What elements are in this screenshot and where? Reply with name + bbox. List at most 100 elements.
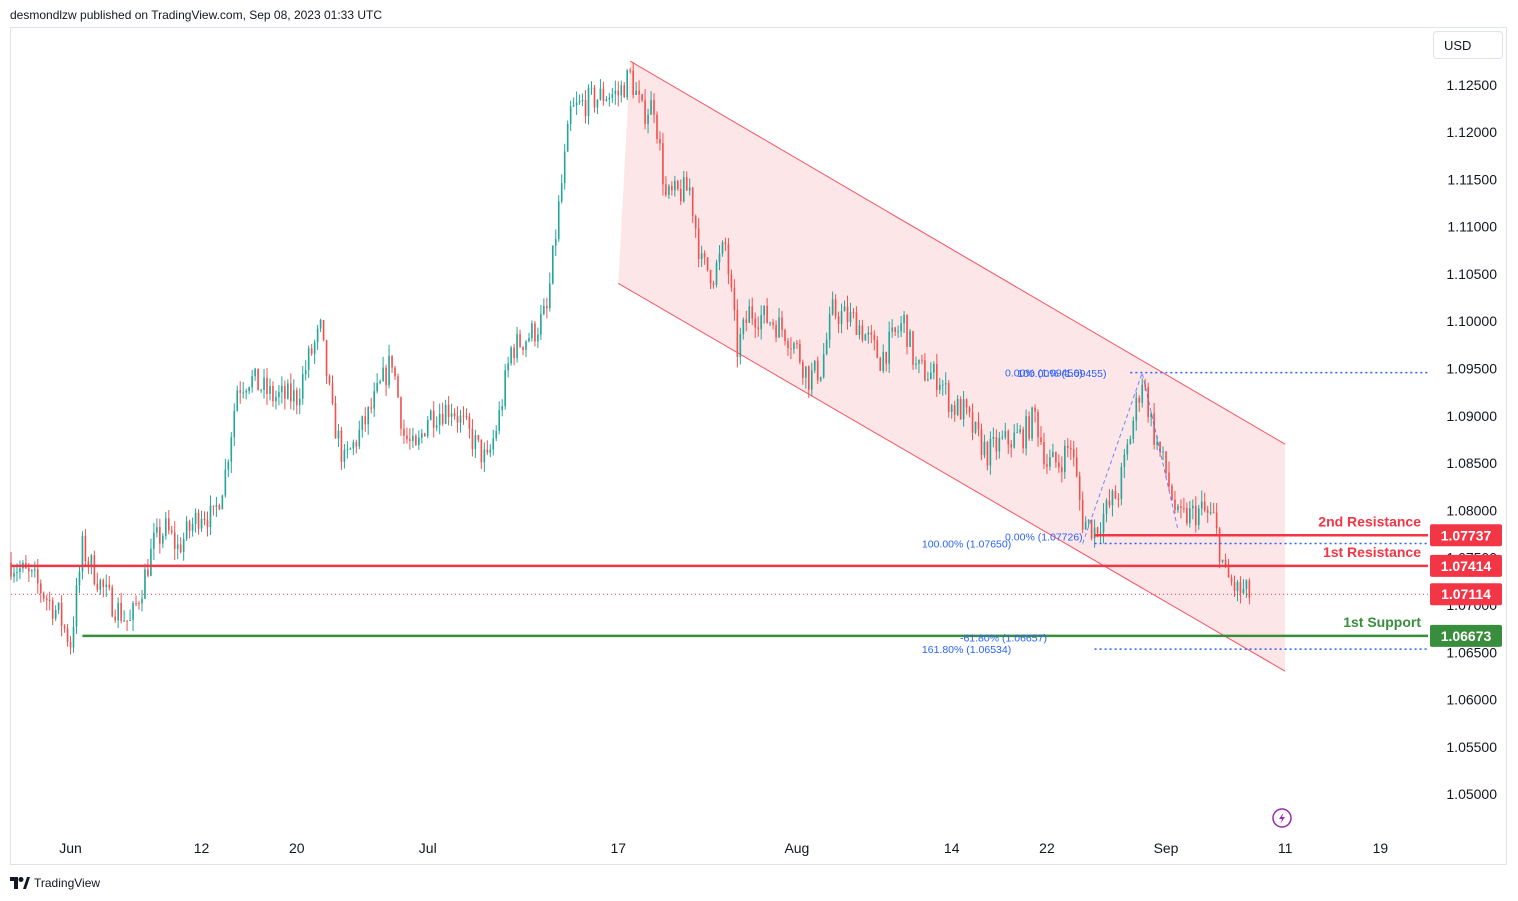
level-price-tag-bg <box>1430 524 1502 547</box>
candle-body <box>132 603 134 621</box>
candle-body <box>459 415 462 423</box>
candle-body <box>947 383 950 412</box>
candle-body <box>837 316 840 325</box>
candle-body <box>653 100 655 115</box>
candle-body <box>1138 397 1141 403</box>
candle-body <box>918 359 920 364</box>
candle-body <box>385 367 387 386</box>
candle-body <box>373 391 375 409</box>
lightning-icon[interactable] <box>1272 808 1292 828</box>
candle-body <box>340 430 343 462</box>
candle-body <box>1081 499 1084 530</box>
candle-body <box>1186 508 1188 524</box>
candle-body <box>784 329 786 342</box>
fib-label: 0.00% (1.07726) <box>1005 531 1083 543</box>
candle-body <box>87 561 90 565</box>
candle-body <box>361 416 364 430</box>
candle-body <box>647 114 649 124</box>
candle-body <box>578 100 581 103</box>
x-tick-label: Jun <box>59 840 82 856</box>
candle-body <box>153 532 155 549</box>
candle-body <box>13 573 15 577</box>
candle-body <box>909 331 911 347</box>
candle-body <box>879 357 882 371</box>
x-tick-label: Sep <box>1154 840 1179 856</box>
candle-body <box>956 399 959 415</box>
x-tick-label: 12 <box>194 840 210 856</box>
candle-body <box>873 334 876 341</box>
candle-body <box>391 355 393 368</box>
candle-body <box>861 325 864 341</box>
candle-body <box>1215 512 1218 529</box>
candle-body <box>1248 580 1251 598</box>
candle-body <box>888 331 891 364</box>
candle-body <box>96 583 99 590</box>
candle-body <box>989 438 992 466</box>
candle-body <box>394 367 396 377</box>
candle-body <box>81 535 84 572</box>
candle-body <box>31 570 33 572</box>
currency-button[interactable]: USD <box>1433 31 1503 59</box>
candle-body <box>1052 452 1054 458</box>
candle-body <box>1141 384 1144 403</box>
candle-body <box>1001 437 1004 439</box>
candle-body <box>60 602 63 626</box>
candle-body <box>650 100 652 115</box>
candle-body <box>78 571 81 586</box>
level-label: 2nd Resistance <box>1318 513 1421 529</box>
candle-body <box>278 392 280 398</box>
candle-body <box>724 242 727 245</box>
candle-body <box>632 70 634 95</box>
y-tick-label: 1.05500 <box>1446 739 1497 755</box>
candle-body <box>245 391 247 393</box>
candle-body <box>281 385 283 393</box>
x-tick-label: 17 <box>610 840 626 856</box>
channel-fill <box>618 61 1286 672</box>
candle-body <box>843 306 846 312</box>
x-tick-label: Aug <box>784 840 809 856</box>
candle-body <box>45 598 48 600</box>
candle-body <box>1084 521 1087 530</box>
candle-body <box>16 571 18 574</box>
candle-body <box>1075 457 1078 477</box>
candle-body <box>57 602 60 611</box>
candle-body <box>739 334 742 358</box>
candle-body <box>596 99 599 108</box>
candle-body <box>1192 505 1194 509</box>
candle-body <box>656 114 658 140</box>
candle-body <box>971 412 974 433</box>
candle-body <box>617 90 620 96</box>
candle-body <box>849 312 852 323</box>
candle-body <box>331 383 334 404</box>
candle-body <box>897 331 899 333</box>
candle-body <box>84 535 87 562</box>
candle-body <box>233 410 236 438</box>
publisher-line: desmondlzw published on TradingView.com,… <box>10 8 383 22</box>
candle-body <box>638 90 640 95</box>
candle-body <box>1200 501 1203 509</box>
candle-body <box>1194 505 1197 526</box>
candle-body <box>474 435 477 450</box>
candle-body <box>810 370 813 390</box>
candle-body <box>703 253 706 258</box>
level-price-tag: 1.06673 <box>1441 628 1492 644</box>
candle-body <box>635 90 637 95</box>
candle-body <box>1165 451 1167 473</box>
y-tick-label: 1.09000 <box>1446 408 1497 424</box>
candle-body <box>63 625 66 629</box>
candle-body <box>379 381 381 383</box>
y-tick-label: 1.12500 <box>1446 77 1497 93</box>
candle-body <box>495 430 498 439</box>
candle-body <box>560 183 563 202</box>
candle-body <box>376 382 378 392</box>
candle-body <box>662 143 664 185</box>
candle-body <box>674 180 676 191</box>
candle-body <box>1087 519 1090 522</box>
candle-body <box>507 363 509 371</box>
tradingview-logo[interactable]: TradingView <box>10 876 100 890</box>
candle-body <box>959 399 962 420</box>
candle-body <box>793 343 795 350</box>
candle-body <box>129 620 131 622</box>
candle-body <box>1227 566 1230 578</box>
